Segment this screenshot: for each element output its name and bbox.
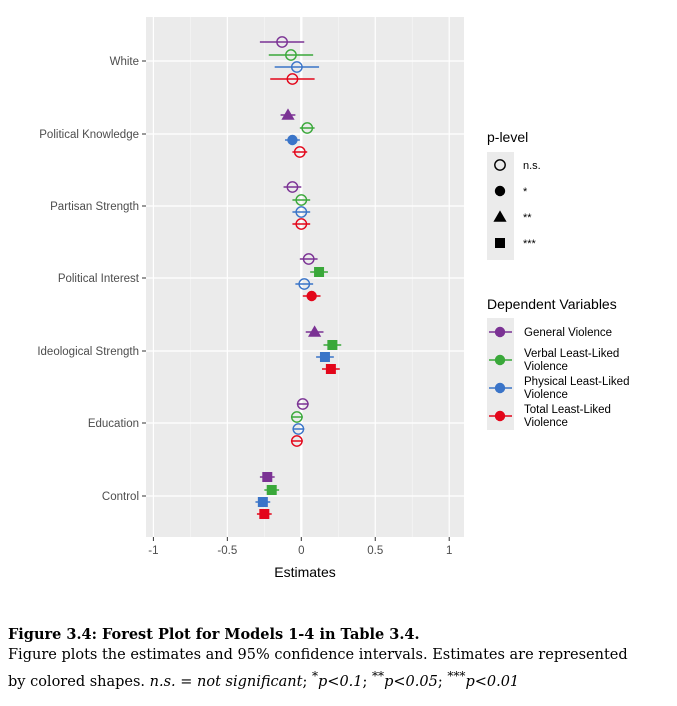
estimate-marker (286, 73, 299, 85)
estimate-marker (286, 181, 299, 193)
estimate-marker (259, 509, 270, 519)
estimate-marker (262, 472, 273, 482)
legend-label: Total Least-Liked (524, 404, 611, 416)
estimate-marker (276, 36, 288, 48)
forest-plot: White Political Knowledge Partisan Strengt… (37, 17, 629, 580)
x-tick-label: 1 (446, 545, 452, 557)
legend-label: General Violence (524, 327, 612, 339)
legend-label: Violence (524, 361, 568, 373)
estimate-marker (257, 497, 268, 507)
dependent-variables-legend: Dependent Variables General Violence Verba… (487, 296, 629, 430)
x-axis-title: Estimates (274, 564, 335, 580)
plot-panel (146, 17, 464, 537)
estimate-marker (319, 352, 330, 362)
legend-label: Violence (524, 389, 568, 401)
x-tick-label: -0.5 (217, 545, 237, 557)
legend-key-open-circle (494, 159, 506, 171)
caption-heading: Figure 3.4: Forest Plot for Models 1-4 i… (8, 626, 420, 643)
estimate-marker (325, 364, 336, 374)
legend-label: Physical Least-Liked (524, 376, 629, 388)
y-tick-label: White (110, 56, 139, 68)
estimate-marker (290, 411, 303, 423)
caption-sep-1: ; (302, 673, 312, 690)
estimate-marker (301, 122, 314, 134)
grid-lines (146, 17, 464, 537)
caption-sep-3: ; (437, 673, 448, 690)
estimate-marker (302, 253, 315, 265)
estimate-marker (306, 290, 317, 302)
estimate-marker (295, 194, 308, 206)
caption-p3: p<0.01 (465, 673, 520, 690)
y-tick-label: Partisan Strength (50, 201, 139, 213)
estimate-marker (290, 435, 303, 447)
y-axis: White Political Knowledge Partisan Strengt… (37, 56, 146, 503)
legend-key-point (494, 382, 506, 394)
estimate-marker (327, 340, 338, 350)
estimate-marker (293, 146, 306, 158)
legend-label: Verbal Least-Liked (524, 348, 619, 360)
estimate-marker (287, 134, 298, 146)
caption-line-1: Figure plots the estimates and 95% confi… (8, 647, 628, 663)
legend-key-filled-circle (494, 185, 506, 197)
estimate-marker (314, 267, 325, 277)
legend-label: *** (523, 238, 537, 250)
caption-p2-stars: ** (372, 669, 385, 683)
estimate-marker (292, 423, 305, 435)
legend-title: p-level (487, 129, 528, 145)
estimate-marker (295, 206, 308, 218)
legend-key-triangle (493, 210, 507, 222)
estimate-marker (285, 49, 297, 61)
legend-key-point (494, 326, 506, 338)
legend-key-point (494, 410, 506, 422)
legend-label: * (523, 186, 528, 198)
estimate-marker (308, 325, 322, 337)
caption-p3-stars: *** (447, 669, 466, 683)
x-tick-label: 0 (298, 545, 304, 557)
estimate-marker (295, 218, 308, 230)
legend-key-point (494, 354, 506, 366)
caption-sep-2: ; (362, 673, 373, 690)
y-tick-label: Political Interest (58, 273, 140, 285)
x-tick-label: -1 (148, 545, 158, 557)
caption-p1-stars: * (311, 669, 319, 683)
legend-key-square (495, 238, 505, 248)
figure-caption: Figure 3.4: Forest Plot for Models 1-4 i… (8, 624, 673, 693)
y-tick-label: Education (88, 418, 139, 430)
caption-line-2: by colored shapes. n.s. = not significan… (8, 666, 673, 693)
caption-line-2-prefix: by colored shapes. (8, 673, 150, 690)
estimate-marker (266, 485, 277, 495)
estimate-marker (281, 108, 295, 120)
legend-label: Violence (524, 417, 568, 429)
y-tick-label: Political Knowledge (39, 129, 139, 141)
estimate-marker (298, 278, 311, 290)
x-tick-label: 0.5 (367, 545, 383, 557)
estimate-marker (290, 61, 303, 73)
y-tick-label: Ideological Strength (37, 346, 139, 358)
legend-label: n.s. (523, 160, 541, 172)
legend-label: ** (523, 212, 532, 224)
caption-p2: p<0.05 (384, 673, 438, 690)
legend-title: Dependent Variables (487, 296, 617, 312)
caption-p1: p<0.1 (318, 673, 363, 690)
caption-ns: n.s. = not significant (149, 673, 303, 690)
x-axis: -1 -0.5 0 0.5 1 (148, 537, 452, 557)
data-marks (255, 36, 342, 519)
y-tick-label: Control (102, 491, 139, 503)
estimate-marker (296, 398, 309, 410)
